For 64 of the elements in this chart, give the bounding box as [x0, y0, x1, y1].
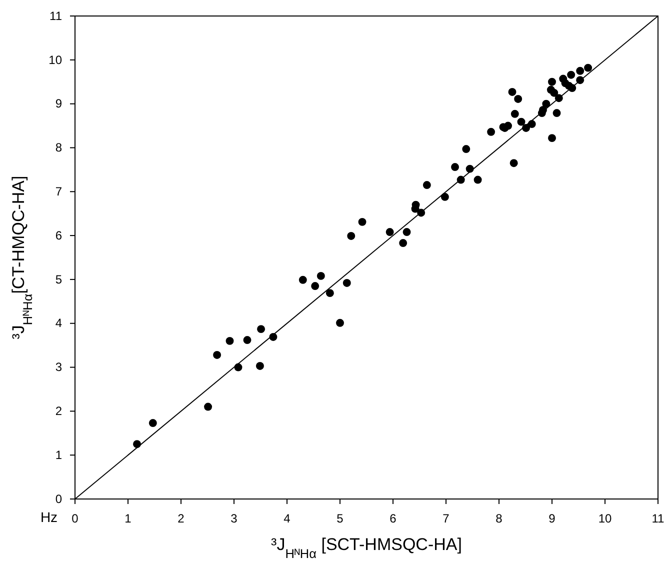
y-tick-label: 10 [48, 52, 62, 67]
x-tick-label: 0 [72, 512, 79, 526]
y-tick-label: 0 [55, 492, 62, 506]
point [548, 134, 556, 142]
point [347, 232, 356, 240]
point [584, 64, 592, 72]
point [213, 350, 222, 359]
x-tick-label: 4 [284, 512, 291, 526]
point [542, 100, 550, 108]
x-tick-label: 11 [652, 512, 664, 526]
point [311, 282, 320, 290]
x-tick-label: 7 [442, 512, 450, 526]
point [440, 192, 449, 201]
point [487, 128, 496, 136]
point [548, 78, 556, 86]
point [316, 272, 325, 280]
x-tick-label: 2 [178, 512, 185, 526]
point [451, 163, 459, 172]
point [508, 88, 516, 96]
x-tick-label: 3 [230, 512, 238, 526]
point [514, 95, 522, 103]
text: Hz [40, 509, 58, 525]
x-tick-label: 9 [548, 512, 556, 526]
x-tick-label: 5 [336, 512, 344, 526]
point [504, 122, 512, 130]
point [336, 318, 344, 327]
point [462, 145, 470, 154]
y-tick-label: 11 [50, 8, 62, 23]
x-tick-label: 8 [496, 512, 503, 526]
x-axis-title: ³J$_{HᴺHα}$ [SCT-HMSQC-HA] [271, 535, 462, 560]
x-tick-label: 10 [598, 512, 612, 526]
point [226, 336, 234, 345]
point [510, 110, 519, 118]
point [402, 228, 411, 236]
point [422, 181, 431, 190]
point [576, 66, 584, 75]
point [510, 159, 518, 168]
y-tick-label: 9 [55, 96, 62, 111]
y-tick-label: 4 [55, 316, 62, 330]
y-tick-label: 6 [55, 228, 62, 242]
point [256, 362, 264, 370]
x-tick-label: 1 [124, 512, 132, 526]
point [148, 419, 157, 428]
y-tick-label: 7 [55, 184, 62, 198]
point [204, 402, 212, 411]
y-tick-label: 3 [55, 360, 62, 374]
point [552, 109, 561, 118]
y-tick-label: 2 [55, 404, 62, 418]
y-tick-label: 1 [55, 448, 62, 462]
point [550, 88, 558, 97]
point [567, 70, 576, 79]
point [243, 336, 252, 344]
point [399, 239, 408, 247]
point [342, 278, 351, 287]
point [298, 276, 307, 284]
point [386, 228, 394, 236]
point [474, 176, 482, 184]
point [257, 325, 266, 334]
point [358, 218, 366, 226]
y-tick-label: 5 [55, 272, 62, 286]
point [326, 289, 334, 298]
x-tick-label: 6 [390, 512, 397, 526]
y-tick-label: 8 [55, 140, 62, 155]
point [517, 118, 526, 126]
